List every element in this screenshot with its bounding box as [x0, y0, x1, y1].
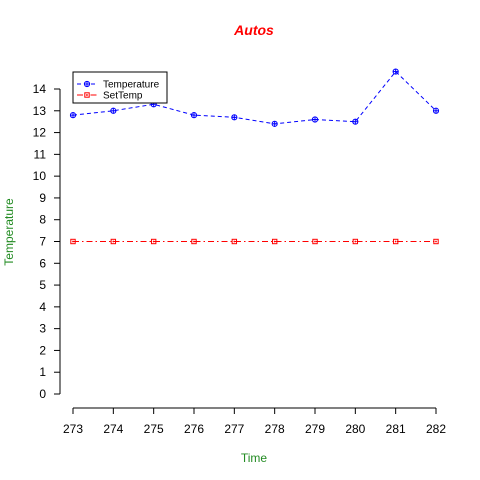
data-point [352, 238, 359, 245]
x-tick-label: 282 [426, 422, 446, 436]
y-tick-label: 11 [34, 147, 47, 161]
data-point-dot [72, 240, 74, 243]
data-point-dot [314, 240, 316, 243]
data-point-dot [233, 240, 236, 243]
series-line [72, 70, 437, 125]
x-tick-label: 275 [144, 422, 164, 436]
data-point [110, 238, 117, 245]
y-tick-label: 7 [39, 235, 46, 249]
x-tick-label: 278 [265, 422, 285, 436]
data-point [433, 238, 439, 245]
y-tick-label: 10 [33, 169, 47, 183]
data-point-dot [394, 240, 397, 243]
y-tick-label: 13 [33, 104, 47, 118]
data-point [150, 238, 157, 245]
legend-label: Temperature [103, 80, 160, 91]
series-settemp [70, 238, 439, 245]
y-tick-label: 4 [39, 300, 46, 314]
x-axis-ticks: 273 274 275 276 277 278 279 280 281 282 [63, 408, 446, 436]
y-tick-label: 3 [39, 322, 46, 336]
legend-label: SetTemp [103, 91, 143, 102]
y-tick-label: 14 [33, 82, 47, 96]
data-point-dot [435, 240, 437, 243]
x-tick-label: 277 [224, 422, 244, 436]
y-tick-label: 1 [39, 365, 46, 379]
x-axis-title: Time [241, 451, 268, 465]
x-tick-label: 280 [345, 422, 365, 436]
data-point [70, 238, 76, 245]
y-axis-title: Temperature [2, 198, 16, 266]
legend-marker-dot [86, 94, 88, 96]
data-point-dot [273, 240, 276, 243]
series-layer [69, 68, 440, 245]
legend-box [72, 71, 168, 104]
x-tick-label: 273 [63, 422, 83, 436]
x-tick-label: 281 [386, 422, 406, 436]
y-tick-label: 5 [39, 278, 46, 292]
data-point [271, 238, 278, 245]
y-tick-label: 6 [39, 256, 46, 270]
data-point-dot [112, 240, 115, 243]
data-point-dot [193, 240, 195, 243]
y-tick-label: 12 [33, 126, 47, 140]
y-tick-label: 9 [39, 191, 46, 205]
data-point-dot [354, 240, 357, 243]
legend-marker [84, 92, 90, 98]
y-tick-label: 8 [39, 213, 46, 227]
x-tick-label: 279 [305, 422, 325, 436]
data-point [392, 238, 399, 245]
x-tick-label: 274 [103, 422, 123, 436]
chart-title: Autos [233, 22, 274, 38]
data-point-dot [152, 240, 155, 243]
y-tick-label: 0 [39, 387, 46, 401]
data-point [191, 238, 197, 245]
x-tick-label: 276 [184, 422, 204, 436]
series-temperature [69, 68, 440, 127]
data-point [312, 238, 318, 245]
y-tick-label: 2 [39, 343, 46, 357]
data-point [231, 238, 238, 245]
